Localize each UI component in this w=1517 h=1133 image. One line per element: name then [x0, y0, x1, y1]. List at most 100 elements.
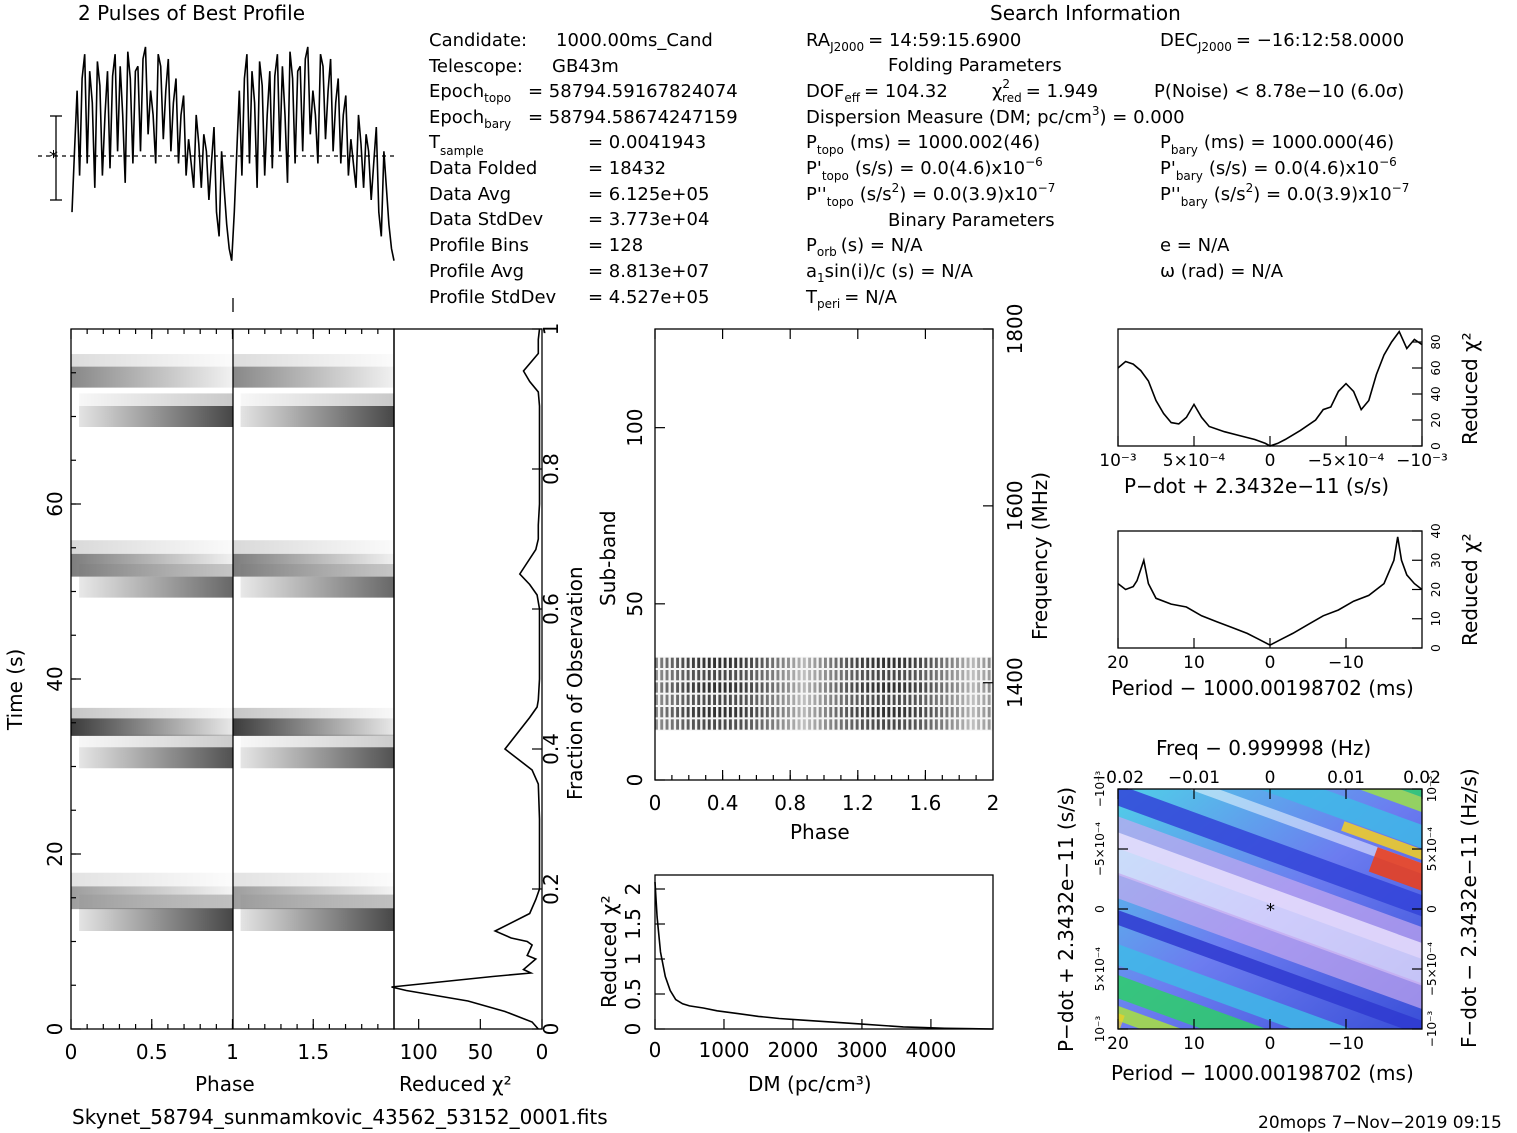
subband-stripe: [977, 719, 981, 730]
subband-stripe: [686, 682, 690, 693]
subband-stripe: [691, 670, 695, 681]
subband-stripe: [728, 670, 732, 681]
subband-stripe: [813, 707, 817, 718]
svg-text:Profile StdDev= 4.527e+05: Profile StdDev = 4.527e+05: [429, 287, 709, 308]
subband-y2tick-label: 1400: [1003, 657, 1027, 708]
subband-stripe: [829, 682, 833, 693]
subband-stripe: [808, 719, 812, 730]
subband-stripe: [755, 682, 759, 693]
subband-stripe: [765, 719, 769, 730]
subband-stripe: [934, 670, 938, 681]
subband-stripe: [945, 657, 949, 669]
subband-stripe: [665, 707, 669, 718]
subband-stripe: [781, 682, 785, 693]
subband-stripe: [702, 682, 706, 693]
period-xtick-label: 0: [1265, 653, 1276, 673]
svg-text:DOFeff= 104.32: DOFeff = 104.32: [806, 81, 948, 105]
subband-stripe: [765, 694, 769, 706]
subband-stripe: [892, 657, 896, 669]
subband-stripe: [787, 707, 790, 718]
subband-stripe: [871, 670, 875, 681]
subband-stripe: [961, 682, 965, 693]
search-info: RAJ2000 = 14:59:15.6900 DECJ2000 = −16:12:…: [805, 30, 1409, 311]
subband-stripe: [665, 670, 669, 681]
fraction-ytick-label: 0: [539, 1023, 563, 1036]
subband-stripe: [982, 719, 986, 730]
subband-stripe: [919, 707, 922, 718]
svg-text:Tperi= N/A: Tperi = N/A: [805, 287, 898, 311]
fraction-xtick-label: 50: [468, 1040, 493, 1064]
subband-ytick-label: 100: [623, 409, 647, 447]
subband-stripe: [945, 707, 949, 718]
subband-stripe: [755, 707, 759, 718]
subband-stripe: [940, 670, 944, 681]
subband-stripe: [713, 670, 716, 681]
subband-stripe: [707, 719, 711, 730]
subband-stripe: [855, 719, 859, 730]
pp-x2tick-label: 0.02: [1403, 768, 1441, 788]
subband-stripe: [924, 657, 928, 669]
subband-stripe: [760, 694, 764, 706]
subband-stripe: [797, 719, 801, 730]
subband-stripe: [660, 707, 664, 718]
subband-stripe: [734, 707, 738, 718]
time-phase-band: [232, 718, 394, 736]
subband-stripe: [744, 682, 748, 693]
subband-stripe: [913, 694, 917, 706]
subband-stripe: [971, 657, 975, 669]
subband-stripe: [771, 719, 775, 730]
pp-x2tick-label: 0.01: [1327, 768, 1365, 788]
subband-stripe: [987, 657, 991, 669]
subband-stripe: [776, 657, 780, 669]
candidate-info: Candidate: 1000.00ms_Cand Telescope: GB43m…: [428, 30, 738, 308]
subband-stripe: [929, 719, 933, 730]
subband-stripe: [977, 657, 981, 669]
subband-stripe: [765, 682, 769, 693]
pp-peak-red: [1368, 847, 1422, 913]
subband-stripe: [897, 694, 901, 706]
subband-stripe: [744, 707, 748, 718]
subband-stripe: [665, 682, 669, 693]
subband-stripe: [776, 694, 780, 706]
subband-stripe: [860, 670, 864, 681]
subband-stripe: [765, 657, 769, 669]
time-phase-band: [240, 908, 394, 931]
subband-stripe: [950, 707, 954, 718]
subband-stripe: [845, 682, 849, 693]
pp-y2tick-label: 10⁻³: [1425, 776, 1439, 803]
pp-band: [1118, 789, 1422, 932]
subband-stripe: [839, 657, 843, 669]
pp-band: [1118, 789, 1422, 970]
subband-stripe: [829, 694, 833, 706]
time-phase-band-halo: [79, 564, 233, 577]
subband-stripe: [887, 657, 891, 669]
subband-stripe: [787, 694, 790, 706]
subband-stripe: [787, 682, 790, 693]
subband-stripe: [781, 707, 785, 718]
subband-stripe: [802, 707, 806, 718]
pp-band: [1118, 789, 1422, 910]
pdot-xtick-label: 5×10⁻⁴: [1163, 451, 1226, 471]
subband-xtick-label: 0.4: [707, 791, 739, 815]
dm-ytick-label: 1.5: [621, 908, 645, 940]
subband-stripe: [792, 670, 796, 681]
subband-stripe: [760, 657, 764, 669]
subband-stripe: [966, 707, 970, 718]
svg-text:ω (rad) = N/A: ω (rad) = N/A: [1160, 261, 1284, 282]
subband-stripe: [956, 719, 959, 730]
subband-stripe: [739, 719, 743, 730]
subband-stripe: [718, 719, 722, 730]
subband-y2tick-label: 1600: [1003, 480, 1027, 531]
subband-stripe: [940, 719, 944, 730]
svg-text:Ptopo(ms) = 1000.002(46): Ptopo (ms) = 1000.002(46): [806, 132, 1040, 157]
subband-stripe: [834, 707, 838, 718]
subband-stripe: [771, 694, 775, 706]
subband-stripe: [882, 670, 885, 681]
time-phase-band-halo: [71, 707, 233, 719]
subband-stripe: [829, 670, 833, 681]
subband-stripe: [691, 694, 695, 706]
subband-stripe: [929, 694, 933, 706]
subband-stripe: [839, 719, 843, 730]
subband-stripe: [882, 694, 885, 706]
